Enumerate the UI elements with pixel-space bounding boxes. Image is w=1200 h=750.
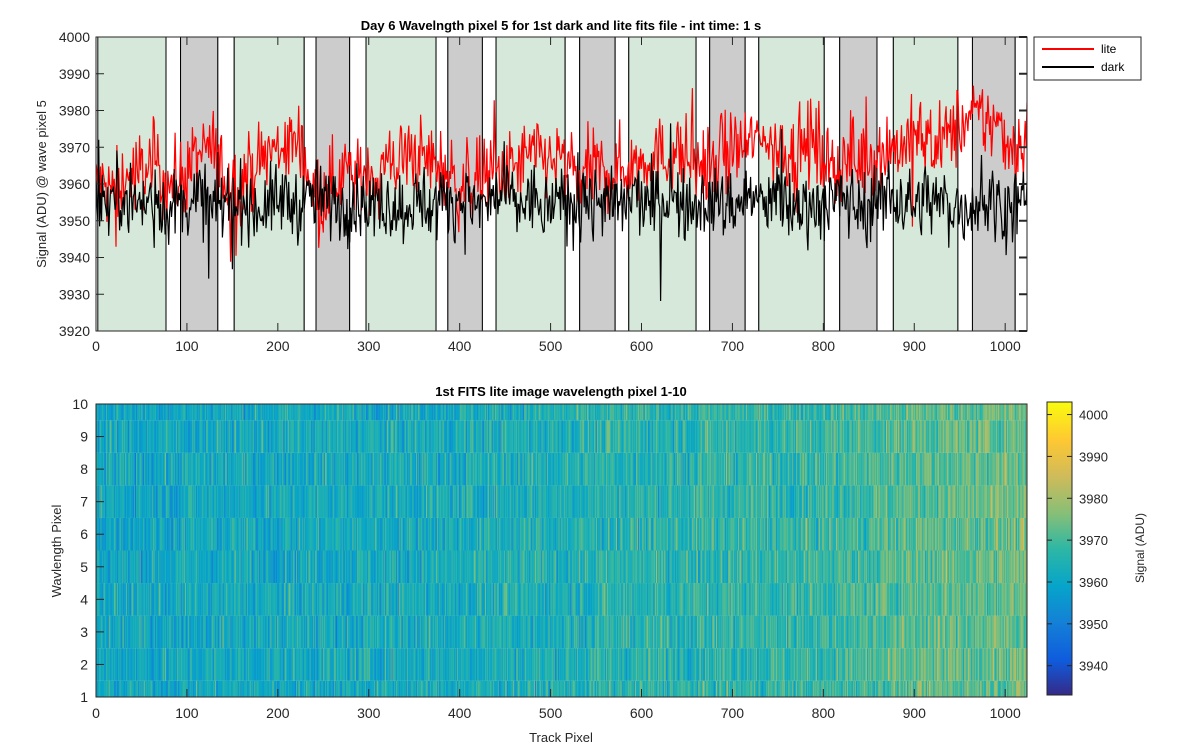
colorbar-label: Signal (ADU) <box>1133 513 1147 583</box>
x-tick-label: 700 <box>721 338 745 354</box>
y-tick-label: 10 <box>72 396 88 412</box>
heatmap-row <box>96 648 1027 681</box>
x-tick-label: 100 <box>175 338 199 354</box>
heatmap-row <box>96 615 1027 649</box>
background-region <box>628 37 697 331</box>
legend-lite-label: lite <box>1101 42 1117 56</box>
heatmap-row <box>96 680 1027 697</box>
y-tick-label: 3950 <box>59 213 90 229</box>
legend-dark-label: dark <box>1101 60 1125 74</box>
x-tick-label: 600 <box>630 338 654 354</box>
colorbar-tick-label: 4000 <box>1079 408 1108 423</box>
y-tick-label: 3940 <box>59 250 90 266</box>
bottom-heatmap: 0 100 200 300 400 500 600 700 800 900 1000 1 2 3 4 5 6 7… <box>49 384 1147 745</box>
heatmap-row <box>96 583 1027 616</box>
y-tick-label: 3990 <box>59 66 90 82</box>
y-tick-label: 3960 <box>59 176 90 192</box>
x-tick-label: 800 <box>812 705 836 721</box>
x-tick-label: 800 <box>812 338 836 354</box>
y-tick-label: 6 <box>80 526 88 542</box>
colorbar-gradient <box>1046 401 1073 696</box>
colorbar-ticks: 3940 3950 3960 3970 3980 3990 4000 <box>1047 408 1108 674</box>
background-region <box>744 37 760 331</box>
heatmap-row <box>96 485 1027 518</box>
y-tick-label: 4000 <box>59 29 90 45</box>
bottom-x-axis-label: Track Pixel <box>529 730 593 745</box>
x-tick-label: 1000 <box>990 338 1021 354</box>
legend-box <box>1033 36 1142 81</box>
x-tick-label: 400 <box>448 338 472 354</box>
x-tick-label: 0 <box>92 705 100 721</box>
colorbar-tick-label: 3990 <box>1079 449 1108 464</box>
bottom-y-ticks: 1 2 3 4 5 6 7 8 9 10 <box>72 396 104 705</box>
heatmap-row <box>96 404 1027 421</box>
x-tick-label: 900 <box>903 338 927 354</box>
x-tick-label: 400 <box>448 705 472 721</box>
bottom-x-ticks: 0 100 200 300 400 500 600 700 800 900 1000 <box>92 689 1021 721</box>
y-tick-label: 5 <box>80 559 88 575</box>
y-tick-label: 1 <box>80 689 88 705</box>
x-tick-label: 1000 <box>990 705 1021 721</box>
line-series <box>96 85 1027 302</box>
y-tick-label: 4 <box>80 591 88 607</box>
background-region <box>758 37 825 331</box>
x-tick-label: 500 <box>539 705 563 721</box>
x-tick-label: 200 <box>266 705 290 721</box>
top-y-axis-label: Signal (ADU) @ wave pixel 5 <box>34 100 49 268</box>
colorbar-tick-label: 3950 <box>1079 617 1108 632</box>
y-tick-label: 3920 <box>59 323 90 339</box>
colorbar-tick-label: 3960 <box>1079 575 1108 590</box>
x-tick-label: 300 <box>357 338 381 354</box>
x-tick-label: 600 <box>630 705 654 721</box>
y-tick-label: 3970 <box>59 139 90 155</box>
x-tick-label: 300 <box>357 705 381 721</box>
y-tick-label: 2 <box>80 656 88 672</box>
x-tick-label: 100 <box>175 705 199 721</box>
top-chart-title: Day 6 Wavelngth pixel 5 for 1st dark and… <box>361 18 761 33</box>
legend: lite dark <box>1033 36 1142 81</box>
bottom-plot-frame <box>95 403 1028 698</box>
heatmap-row <box>96 517 1027 551</box>
x-tick-label: 900 <box>903 705 927 721</box>
colorbar-tick-label: 3940 <box>1079 659 1108 674</box>
heatmap-cells <box>96 404 1027 697</box>
colorbar: 3940 3950 3960 3970 3980 3990 4000 Signal (ADU… <box>1046 401 1147 696</box>
y-tick-label: 3980 <box>59 103 90 119</box>
y-tick-label: 8 <box>80 461 88 477</box>
y-tick-label: 3 <box>80 624 88 640</box>
bottom-y-axis-label: Wavlength Pixel <box>49 505 64 598</box>
heatmap-row <box>96 420 1027 453</box>
heatmap-row <box>96 550 1027 584</box>
top-x-ticks: 0 100 200 300 400 500 600 700 800 900 1000 <box>92 37 1021 354</box>
series-line-dark <box>96 123 1027 302</box>
top-y-ticks: 3920 3930 3940 3950 3960 3970 3980 3990 4000 <box>59 29 1027 339</box>
heatmap-row <box>96 452 1027 486</box>
x-tick-label: 700 <box>721 705 745 721</box>
background-region <box>233 37 305 331</box>
colorbar-tick-label: 3970 <box>1079 533 1108 548</box>
x-tick-label: 200 <box>266 338 290 354</box>
top-line-chart: 0 100 200 300 400 500 600 700 800 900 1000 3920 393… <box>34 18 1142 354</box>
bottom-chart-title: 1st FITS lite image wavelength pixel 1-1… <box>435 384 686 399</box>
x-tick-label: 0 <box>92 338 100 354</box>
colorbar-tick-label: 3980 <box>1079 491 1108 506</box>
background-region <box>957 37 973 331</box>
x-tick-label: 500 <box>539 338 563 354</box>
y-tick-label: 9 <box>80 429 88 445</box>
y-tick-label: 7 <box>80 494 88 510</box>
y-tick-label: 3930 <box>59 286 90 302</box>
